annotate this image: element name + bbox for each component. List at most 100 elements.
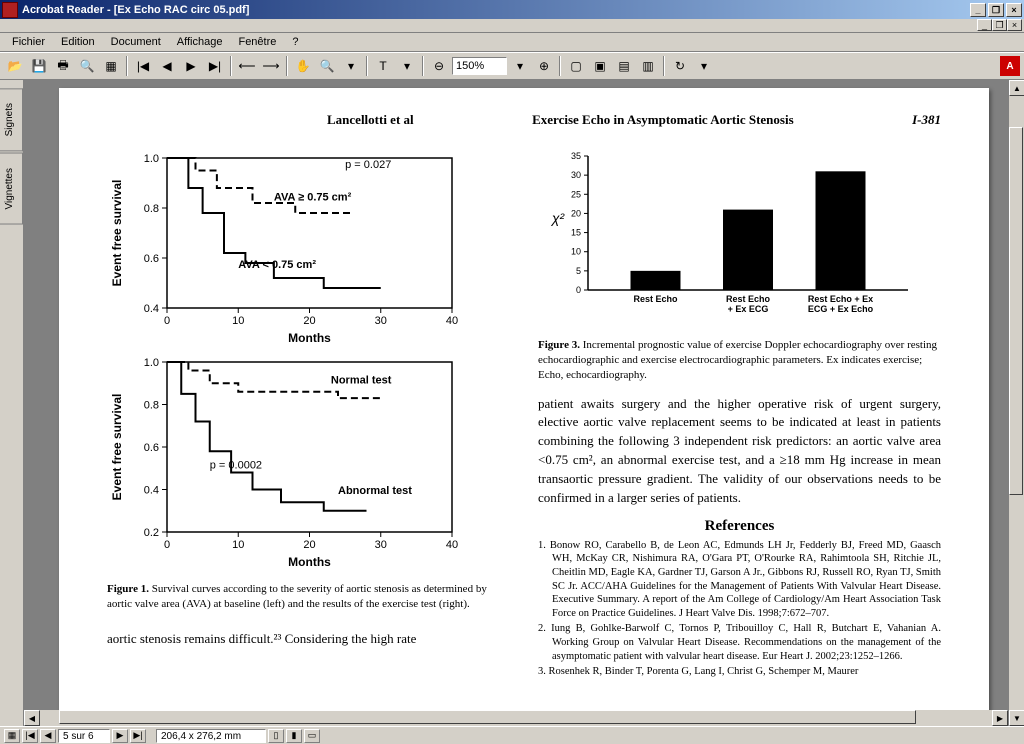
mdi-close-button[interactable]: × — [1007, 19, 1022, 31]
svg-text:0.6: 0.6 — [144, 253, 159, 265]
status-next-icon[interactable]: ▶ — [112, 729, 128, 743]
find-icon[interactable]: 🔍 — [76, 55, 98, 77]
svg-text:1.0: 1.0 — [144, 357, 159, 369]
svg-text:Abnormal test: Abnormal test — [338, 485, 412, 497]
scroll-up-icon[interactable]: ▲ — [1009, 80, 1024, 96]
new-icon[interactable]: ▢ — [565, 55, 587, 77]
open-icon[interactable]: 📂 — [4, 55, 26, 77]
app-icon — [2, 2, 18, 18]
svg-text:20: 20 — [303, 539, 315, 551]
svg-text:1.0: 1.0 — [144, 153, 159, 165]
zoom-dropdown-icon[interactable]: ▾ — [509, 55, 531, 77]
print-icon[interactable]: 🖶 — [52, 55, 74, 77]
menu-window[interactable]: Fenêtre — [230, 34, 284, 50]
chart-bar-chi2: 05101520253035χ²Rest EchoRest Echo+ Ex E… — [538, 148, 918, 328]
toolbar: 📂 💾 🖶 🔍 ▦ |◀ ◀ ▶ ▶| ⟵ ⟶ ✋ 🔍 ▾ T ▾ ⊖ ▾ ⊕ … — [0, 52, 1024, 80]
mdi-maximize-button[interactable]: ❐ — [992, 19, 1007, 31]
svg-text:0.8: 0.8 — [144, 400, 159, 412]
minimize-button[interactable]: _ — [970, 3, 986, 17]
menu-file[interactable]: Fichier — [4, 34, 53, 50]
dropdown-icon[interactable]: ▾ — [340, 55, 362, 77]
save-icon[interactable]: 💾 — [28, 55, 50, 77]
window-title: Acrobat Reader - [Ex Echo RAC circ 05.pd… — [22, 4, 970, 16]
status-thumbs-icon[interactable]: ▦ — [4, 729, 20, 743]
forward-icon[interactable]: ⟶ — [260, 55, 282, 77]
status-prev-icon[interactable]: ◀ — [40, 729, 56, 743]
back-icon[interactable]: ⟵ — [236, 55, 258, 77]
first-page-icon[interactable]: |◀ — [132, 55, 154, 77]
pdf-page: Lancellotti et al Exercise Echo in Asymp… — [59, 88, 989, 726]
svg-text:Rest Echo: Rest Echo — [726, 294, 771, 304]
zoom-out-icon[interactable]: ⊖ — [428, 55, 450, 77]
svg-text:Rest Echo: Rest Echo — [633, 294, 678, 304]
svg-text:AVA ≥ 0.75 cm²: AVA ≥ 0.75 cm² — [274, 192, 352, 204]
svg-text:+ Ex ECG: + Ex ECG — [728, 304, 769, 314]
svg-text:20: 20 — [303, 315, 315, 327]
status-single-icon[interactable]: ▯ — [268, 729, 284, 743]
svg-text:20: 20 — [571, 208, 581, 218]
svg-text:25: 25 — [571, 189, 581, 199]
svg-text:0: 0 — [164, 539, 170, 551]
menu-view[interactable]: Affichage — [169, 34, 231, 50]
statusbar: ▦ |◀ ◀ 5 sur 6 ▶ ▶| 206,4 x 276,2 mm ▯ ▮… — [0, 726, 1024, 744]
svg-text:0.8: 0.8 — [144, 203, 159, 215]
svg-text:p = 0.027: p = 0.027 — [345, 159, 391, 171]
fit-width-icon[interactable]: ▤ — [613, 55, 635, 77]
document-view[interactable]: Lancellotti et al Exercise Echo in Asymp… — [24, 80, 1024, 726]
vertical-scrollbar[interactable]: ▲ ▼ — [1008, 80, 1024, 726]
menu-edit[interactable]: Edition — [53, 34, 103, 50]
dropdown2-icon[interactable]: ▾ — [396, 55, 418, 77]
zoom-icon[interactable]: 🔍 — [316, 55, 338, 77]
fit-page-icon[interactable]: ▣ — [589, 55, 611, 77]
svg-text:AVA < 0.75 cm²: AVA < 0.75 cm² — [238, 259, 316, 271]
svg-text:0: 0 — [164, 315, 170, 327]
svg-text:10: 10 — [232, 539, 244, 551]
tab-vignettes[interactable]: Vignettes — [0, 153, 23, 225]
zoom-input[interactable] — [452, 57, 507, 75]
rotate-icon[interactable]: ↻ — [669, 55, 691, 77]
svg-text:30: 30 — [571, 170, 581, 180]
scroll-right-icon[interactable]: ▶ — [992, 710, 1008, 726]
scroll-left-icon[interactable]: ◀ — [24, 710, 40, 726]
dropdown3-icon[interactable]: ▾ — [693, 55, 715, 77]
status-page[interactable]: 5 sur 6 — [58, 729, 110, 743]
svg-text:Event free survival: Event free survival — [110, 394, 124, 501]
last-page-icon[interactable]: ▶| — [204, 55, 226, 77]
next-page-icon[interactable]: ▶ — [180, 55, 202, 77]
menu-document[interactable]: Document — [103, 34, 169, 50]
mdi-minimize-button[interactable]: _ — [977, 19, 992, 31]
panel-icon[interactable]: ▦ — [100, 55, 122, 77]
svg-text:30: 30 — [375, 315, 387, 327]
side-panel: Signets Vignettes — [0, 80, 24, 726]
scroll-down-icon[interactable]: ▼ — [1009, 710, 1024, 726]
svg-text:0.4: 0.4 — [144, 303, 159, 315]
header-pagenum: I-381 — [912, 112, 941, 128]
text-select-icon[interactable]: T — [372, 55, 394, 77]
references-list: 1. Bonow RO, Carabello B, de Leon AC, Ed… — [538, 539, 941, 679]
prev-page-icon[interactable]: ◀ — [156, 55, 178, 77]
body-paragraph: patient awaits surgery and the higher op… — [538, 395, 941, 508]
svg-text:Normal test: Normal test — [331, 374, 392, 386]
status-first-icon[interactable]: |◀ — [22, 729, 38, 743]
close-button[interactable]: × — [1006, 3, 1022, 17]
maximize-button[interactable]: ❐ — [988, 3, 1004, 17]
zoom-in-icon[interactable]: ⊕ — [533, 55, 555, 77]
svg-text:Months: Months — [288, 331, 331, 345]
status-last-icon[interactable]: ▶| — [130, 729, 146, 743]
reflow-icon[interactable]: ▥ — [637, 55, 659, 77]
svg-text:ECG + Ex Echo: ECG + Ex Echo — [808, 304, 874, 314]
svg-text:Rest Echo + Ex: Rest Echo + Ex — [808, 294, 873, 304]
header-title: Exercise Echo in Asymptomatic Aortic Ste… — [532, 112, 794, 128]
menubar: Fichier Edition Document Affichage Fenêt… — [0, 33, 1024, 52]
hand-icon[interactable]: ✋ — [292, 55, 314, 77]
status-facing-icon[interactable]: ▭ — [304, 729, 320, 743]
svg-text:0.6: 0.6 — [144, 442, 159, 454]
status-cont-icon[interactable]: ▮ — [286, 729, 302, 743]
titlebar: Acrobat Reader - [Ex Echo RAC circ 05.pd… — [0, 0, 1024, 19]
menu-help[interactable]: ? — [284, 34, 306, 50]
figure3-caption: Figure 3. Incremental prognostic value o… — [538, 338, 941, 383]
tab-signets[interactable]: Signets — [0, 88, 23, 151]
svg-text:40: 40 — [446, 539, 458, 551]
chart-survival-test: 0102030400.20.40.60.81.0MonthsEvent free… — [107, 352, 467, 572]
horizontal-scrollbar[interactable]: ◀ ▶ — [24, 710, 1008, 726]
